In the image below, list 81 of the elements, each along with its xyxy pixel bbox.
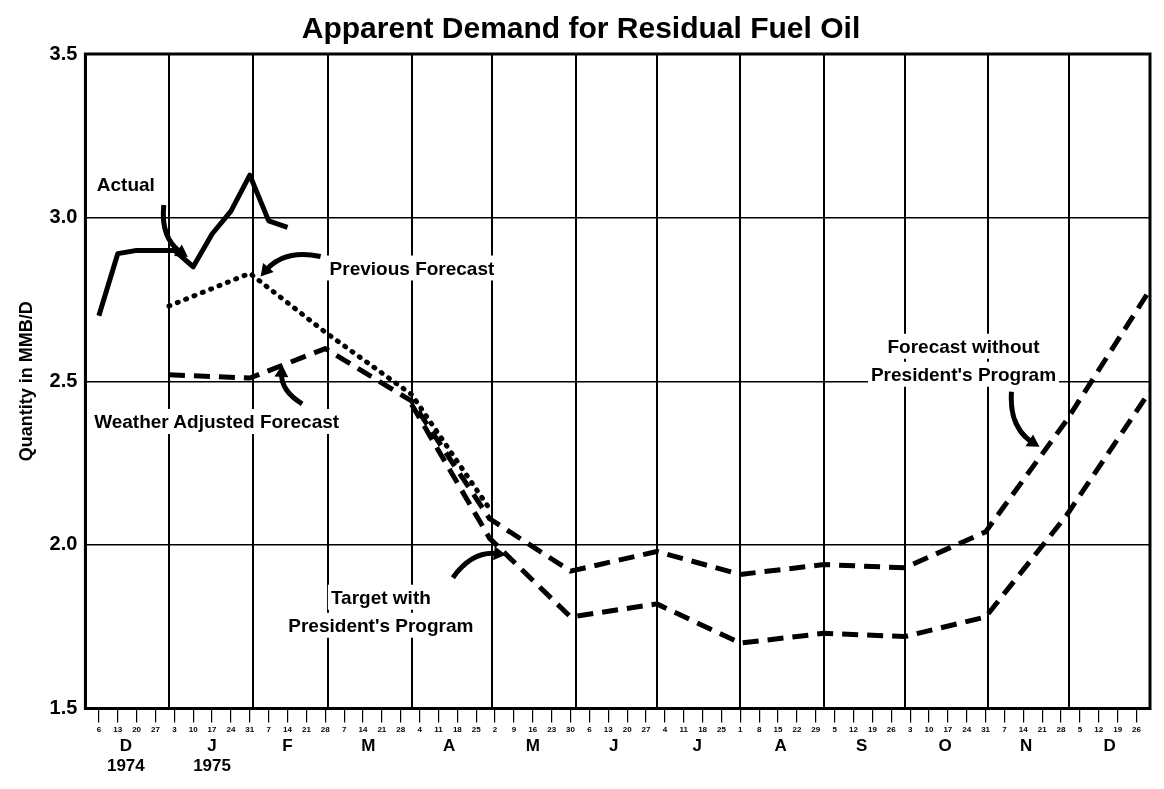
x-tick-label: 28 <box>1056 724 1067 734</box>
x-tick-label: 30 <box>566 724 576 734</box>
x2-tick-label: M <box>525 736 540 756</box>
x-tick-label: 8 <box>756 724 762 734</box>
x-tick-label: 3 <box>907 724 913 734</box>
x-tick-label: 10 <box>188 724 199 734</box>
x-tick-label: 19 <box>867 724 878 734</box>
x-tick-label: 14 <box>358 724 368 734</box>
x-tick-label: 7 <box>341 724 347 734</box>
x-tick-label: 20 <box>622 724 633 734</box>
x-tick-label: 5 <box>1077 724 1083 734</box>
x-tick-label: 27 <box>151 724 161 734</box>
x-tick-label: 4 <box>417 724 423 734</box>
x-tick-label: 11 <box>679 724 689 734</box>
x-tick-label: 13 <box>113 724 123 734</box>
x2-tick-label: A <box>443 736 456 756</box>
x2-tick-label: N <box>1019 736 1033 756</box>
x-tick-label: 7 <box>266 724 272 734</box>
y-tick-label: 2.5 <box>49 368 78 391</box>
x-tick-label: 24 <box>962 724 972 734</box>
x-tick-label: 28 <box>320 724 331 734</box>
x-tick-label: 25 <box>717 724 727 734</box>
annotation: Previous Forecast <box>329 257 495 279</box>
x-tick-label: 5 <box>832 724 838 734</box>
x-tick-label: 17 <box>943 724 953 734</box>
chart-title: Apparent Demand for Residual Fuel Oil <box>301 11 861 45</box>
x-tick-label: 27 <box>641 724 651 734</box>
x-tick-label: 18 <box>698 724 708 734</box>
x2-tick-label: M <box>361 736 376 756</box>
y-tick-label: 1.5 <box>49 696 78 719</box>
x-tick-label: 10 <box>924 724 934 734</box>
x-tick-label: 14 <box>1018 724 1029 734</box>
x-tick-label: 15 <box>773 724 784 734</box>
x-tick-label: 21 <box>301 724 312 734</box>
x-tick-label: 28 <box>396 724 406 734</box>
x-tick-label: 21 <box>377 724 387 734</box>
x-tick-label: 26 <box>1132 724 1142 734</box>
x-tick-label: 25 <box>471 724 482 734</box>
x-tick-label: 14 <box>283 724 293 734</box>
x-tick-label: 18 <box>452 724 463 734</box>
x-tick-label: 22 <box>792 724 802 734</box>
x-tick-label: 4 <box>662 724 668 734</box>
y-tick-label: 3.0 <box>49 205 78 228</box>
x2-tick-label: D 1974 <box>106 736 146 776</box>
annotation: Forecast without President's Program <box>870 335 1057 385</box>
x-tick-label: 12 <box>1094 724 1104 734</box>
x-tick-label: 31 <box>981 724 991 734</box>
x-tick-label: 1 <box>738 724 744 734</box>
x-tick-label: 16 <box>528 724 538 734</box>
x2-tick-label: J 1975 <box>193 736 231 776</box>
x2-tick-label: A <box>774 736 787 756</box>
x-tick-label: 24 <box>226 724 236 734</box>
x2-tick-label: F <box>282 736 293 756</box>
x-tick-label: 11 <box>434 724 444 734</box>
x2-tick-label: J <box>608 736 619 756</box>
x-tick-label: 6 <box>587 724 593 734</box>
x-tick-label: 2 <box>492 724 498 734</box>
y-tick-label: 2.0 <box>49 532 78 555</box>
y-axis-title: Quantity in MMB/D <box>15 301 36 462</box>
x-tick-label: 29 <box>811 724 821 734</box>
y-tick-label: 3.5 <box>49 41 78 64</box>
x-tick-label: 23 <box>547 724 557 734</box>
x-tick-label: 7 <box>1002 724 1008 734</box>
x-tick-label: 12 <box>849 724 859 734</box>
x-tick-label: 19 <box>1113 724 1123 734</box>
x-tick-label: 17 <box>207 724 218 734</box>
x-tick-label: 6 <box>96 724 102 734</box>
x2-tick-label: D <box>1103 736 1116 756</box>
x-tick-label: 26 <box>886 724 897 734</box>
annotation: Weather Adjusted Forecast <box>94 410 340 432</box>
x2-tick-label: O <box>938 736 952 756</box>
annotation: Target with President's Program <box>288 586 474 636</box>
x2-tick-label: J <box>692 736 702 756</box>
x-tick-label: 13 <box>603 724 614 734</box>
x2-tick-label: S <box>855 736 868 756</box>
x-tick-label: 20 <box>132 724 142 734</box>
x-tick-label: 21 <box>1037 724 1048 734</box>
x-tick-label: 31 <box>245 724 255 734</box>
annotation: Actual <box>96 173 155 195</box>
x-tick-label: 9 <box>511 724 517 734</box>
x-tick-label: 3 <box>172 724 178 734</box>
